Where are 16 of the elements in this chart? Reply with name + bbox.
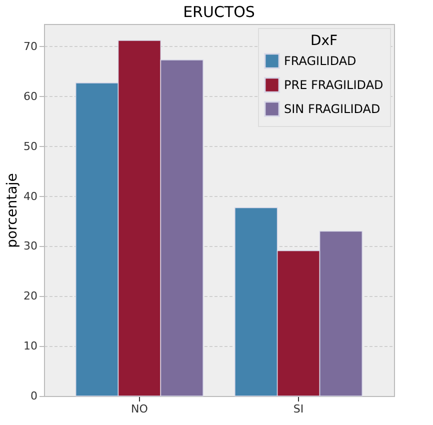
chart-title: ERUCTOS [183, 3, 255, 21]
y-tick-label: 20 [24, 290, 38, 303]
y-tick-label: 70 [24, 40, 38, 53]
y-tick-label: 0 [30, 390, 38, 402]
y-tick-label: 50 [24, 140, 38, 153]
y-axis-title: porcentaje [4, 173, 21, 248]
legend-label: SIN FRAGILIDAD [284, 102, 380, 116]
legend-label: PRE FRAGILIDAD [284, 78, 384, 92]
y-tick-label: 40 [24, 190, 38, 203]
y-tick-label: 30 [24, 240, 38, 253]
legend-title: DxF [310, 33, 338, 49]
y-tick-label: 10 [24, 340, 38, 353]
y-tick-label: 60 [24, 90, 38, 103]
legend-label: FRAGILIDAD [284, 54, 356, 68]
x-tick-label: SI [293, 402, 304, 416]
x-tick-label: NO [131, 402, 148, 416]
